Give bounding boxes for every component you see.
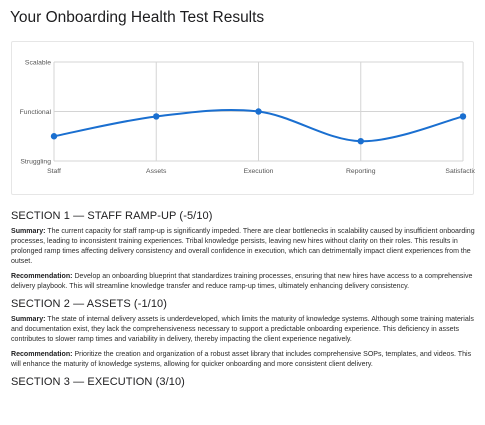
data-point	[153, 113, 160, 120]
y-level-label: Struggling	[20, 159, 51, 166]
summary-text: The state of internal delivery assets is…	[11, 316, 474, 343]
section-heading: SECTION 1 — STAFF RAMP-UP (-5/10)	[11, 210, 213, 222]
x-category-label: Execution	[244, 168, 274, 175]
x-category-label: Reporting	[346, 168, 376, 175]
summary-label: Summary:	[11, 228, 46, 235]
summary-paragraph: Summary: The current capacity for staff …	[11, 227, 477, 267]
summary-paragraph: Summary: The state of internal delivery …	[11, 315, 477, 345]
data-point	[50, 133, 58, 140]
y-level-label: Functional	[20, 109, 52, 116]
data-point	[459, 113, 467, 120]
page-title: Your Onboarding Health Test Results	[10, 9, 265, 26]
section-execution: SECTION 3 — EXECUTION (3/10)	[11, 376, 477, 388]
summary-label: Summary:	[11, 316, 46, 323]
data-point	[357, 138, 364, 145]
recommendation-text: Prioritize the creation and organization…	[11, 351, 472, 368]
line-chart: Struggling Functional Scalable Staff Assets E…	[20, 60, 475, 176]
recommendation-paragraph: Recommendation: Prioritize the creation …	[11, 350, 477, 370]
summary-text: The current capacity for staff ramp-up i…	[11, 228, 475, 265]
x-category-label: Staff	[47, 168, 61, 175]
recommendation-label: Recommendation:	[11, 351, 73, 358]
recommendation-text: Develop an onboarding blueprint that sta…	[11, 273, 473, 290]
section-heading: SECTION 2 — ASSETS (-1/10)	[11, 298, 168, 310]
section-heading: SECTION 3 — EXECUTION (3/10)	[11, 376, 185, 388]
onboarding-health-chart: Struggling Functional Scalable Staff Assets E…	[11, 41, 475, 195]
x-category-label: Satisfaction	[445, 168, 475, 175]
section-assets: SECTION 2 — ASSETS (-1/10) Summary: The …	[11, 298, 477, 370]
results-content: SECTION 1 — STAFF RAMP-UP (-5/10) Summar…	[11, 210, 477, 394]
x-category-label: Assets	[146, 168, 167, 175]
recommendation-paragraph: Recommendation: Develop an onboarding bl…	[11, 272, 477, 292]
y-level-label: Scalable	[25, 60, 51, 67]
section-staff-ramp-up: SECTION 1 — STAFF RAMP-UP (-5/10) Summar…	[11, 210, 477, 292]
data-point	[255, 108, 262, 115]
recommendation-label: Recommendation:	[11, 273, 73, 280]
